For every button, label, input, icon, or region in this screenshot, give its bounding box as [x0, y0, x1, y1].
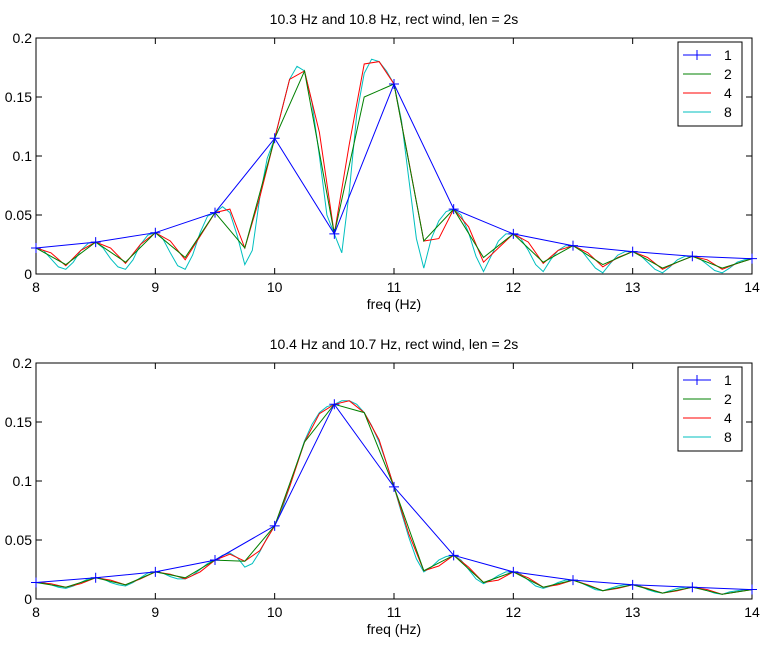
x-tick-label: 13 [625, 279, 641, 295]
data-point-marker [329, 228, 340, 239]
y-tick-label: 0.1 [13, 148, 33, 164]
x-tick-label: 9 [151, 604, 159, 620]
legend-label: 1 [724, 372, 732, 388]
axes-box [35, 37, 753, 275]
data-point-marker [568, 240, 578, 251]
data-point-marker [31, 577, 41, 588]
legend-label: 8 [724, 104, 732, 120]
data-point-marker [389, 481, 399, 492]
x-tick-label: 14 [744, 279, 760, 295]
data-point-marker [627, 579, 638, 590]
data-point-marker [90, 572, 101, 583]
data-point-marker [329, 399, 340, 410]
y-tick-label: 0.2 [13, 355, 33, 371]
legend-label: 8 [724, 429, 732, 445]
x-tick-label: 10 [267, 279, 283, 295]
x-tick-label: 12 [506, 604, 522, 620]
x-axis-label: freq (Hz) [367, 296, 421, 312]
data-point-marker [568, 575, 578, 586]
data-point-marker [150, 566, 161, 577]
y-tick-label: 0.15 [5, 414, 32, 430]
data-point-marker [448, 204, 459, 215]
data-point-marker [150, 227, 161, 238]
data-point-marker [508, 566, 519, 577]
chart-title: 10.4 Hz and 10.7 Hz, rect wind, len = 2s [270, 336, 519, 352]
legend-marker [692, 50, 702, 60]
data-point-marker [269, 520, 280, 531]
data-point-marker [90, 237, 101, 248]
legend-marker [692, 375, 702, 385]
data-point-marker [448, 550, 459, 561]
y-tick-label: 0.2 [13, 30, 33, 46]
data-point-marker [210, 555, 220, 566]
data-point-marker [210, 207, 220, 218]
x-tick-label: 13 [625, 604, 641, 620]
x-tick-label: 14 [744, 604, 760, 620]
y-tick-label: 0 [24, 591, 32, 607]
axes-box [35, 362, 753, 600]
data-point-marker [747, 253, 757, 264]
x-tick-label: 8 [32, 279, 40, 295]
legend-label: 4 [724, 85, 732, 101]
data-point-marker [508, 228, 519, 239]
y-tick-label: 0 [24, 266, 32, 282]
y-tick-label: 0.15 [5, 89, 32, 105]
data-point-marker [269, 133, 280, 144]
legend: 1 2 4 8 [677, 41, 743, 127]
x-tick-label: 10 [267, 604, 283, 620]
chart-title: 10.3 Hz and 10.8 Hz, rect wind, len = 2s [270, 11, 519, 27]
data-point-marker [747, 584, 757, 595]
y-tick-label: 0.05 [5, 532, 32, 548]
x-tick-label: 12 [506, 279, 522, 295]
data-point-marker [627, 246, 638, 257]
data-point-marker [687, 251, 698, 262]
legend-label: 1 [724, 47, 732, 63]
x-axis-label: freq (Hz) [367, 621, 421, 637]
data-point-marker [389, 79, 399, 90]
x-tick-label: 11 [387, 279, 402, 295]
legend-label: 2 [724, 66, 732, 82]
data-point-marker [31, 243, 41, 254]
x-tick-label: 11 [387, 604, 402, 620]
legend: 1 2 4 8 [677, 366, 743, 452]
data-point-marker [687, 582, 698, 593]
y-tick-label: 0.05 [5, 207, 32, 223]
legend-label: 2 [724, 391, 732, 407]
x-tick-label: 8 [32, 604, 40, 620]
y-tick-label: 0.1 [13, 473, 33, 489]
x-tick-label: 9 [151, 279, 159, 295]
legend-label: 4 [724, 410, 732, 426]
